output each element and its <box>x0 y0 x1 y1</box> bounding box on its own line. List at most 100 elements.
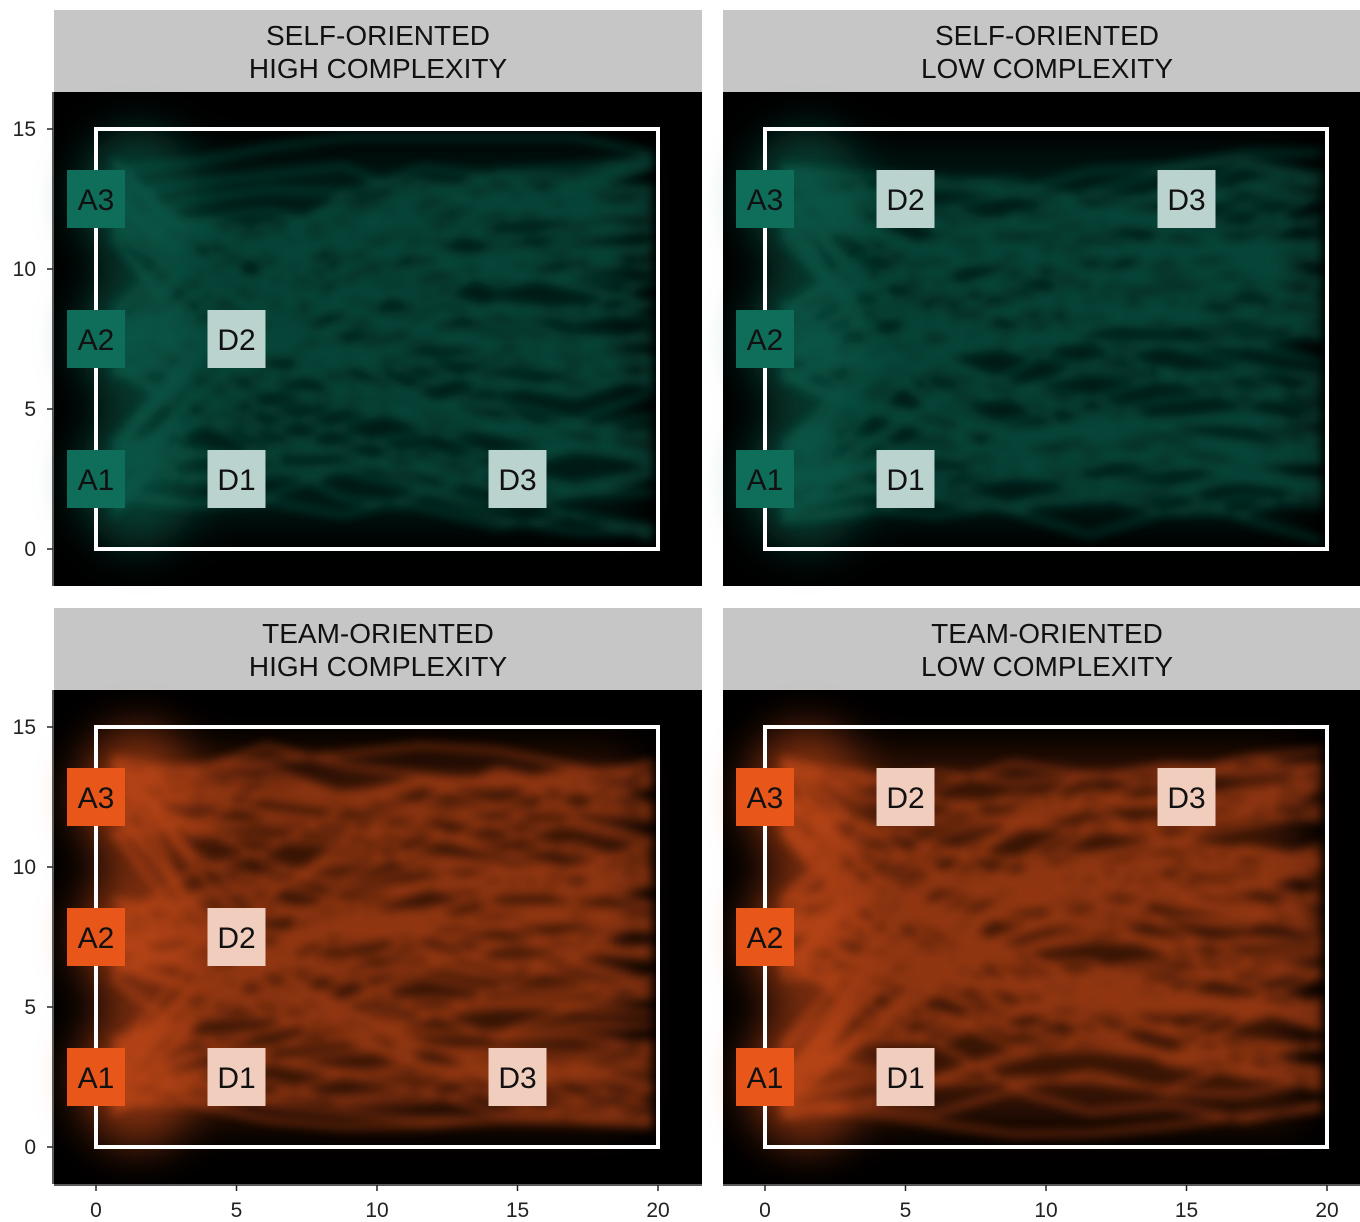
marker-tint <box>876 170 935 228</box>
y-tick-label: 10 <box>13 258 36 281</box>
y-tick-label: 10 <box>13 856 36 879</box>
marker-box <box>876 1048 935 1106</box>
x-tick-label: 0 <box>90 1199 102 1222</box>
strip-background <box>723 10 1360 92</box>
marker-label: D3 <box>1167 782 1205 815</box>
marker-box <box>488 1048 547 1106</box>
zone-marker-d2: D2 <box>876 170 935 228</box>
trajectory-line <box>780 224 1322 456</box>
trajectory-line <box>111 174 654 307</box>
strip-label-line-2: HIGH COMPLEXITY <box>249 651 508 682</box>
y-tick-label: 5 <box>24 996 36 1019</box>
marker-box <box>67 450 125 508</box>
trajectory-line <box>112 1060 653 1123</box>
trajectory-line <box>112 818 654 919</box>
zone-marker-a1: A1 <box>736 1048 794 1106</box>
zone-marker-a2: A2 <box>736 908 794 966</box>
strip-label-line-1: TEAM-ORIENTED <box>262 618 494 649</box>
marker-label: A1 <box>747 1062 784 1095</box>
trajectory-line <box>112 327 654 364</box>
trajectory-line <box>112 213 653 258</box>
marker-tint <box>207 908 266 966</box>
facet-self-low: SELF-ORIENTED LOW COMPLEXITY A1 A2 A3 D1 D2 D… <box>723 10 1360 586</box>
marker-label: D2 <box>217 324 255 357</box>
marker-label: A2 <box>78 922 115 955</box>
x-tick-label: 5 <box>900 1199 912 1222</box>
trajectory-line <box>112 462 653 494</box>
trajectory-line <box>112 803 654 874</box>
trajectory-line <box>111 871 653 1076</box>
y-tick-label: 0 <box>24 1136 36 1159</box>
x-tick-label: 15 <box>1175 1199 1198 1222</box>
trajectory-line <box>111 1063 653 1121</box>
zone-marker-d3: D3 <box>488 1048 547 1106</box>
trajectory-line <box>111 765 653 858</box>
trajectory-line <box>110 164 654 509</box>
marker-box <box>736 908 794 966</box>
trajectory-line <box>780 747 1322 908</box>
trajectory-line <box>112 907 653 951</box>
marker-label: D3 <box>498 1062 536 1095</box>
trajectory-line <box>110 759 653 998</box>
trajectory-line <box>111 897 653 1015</box>
zone-marker-d3: D3 <box>488 450 547 508</box>
trajectory-line <box>781 428 1322 482</box>
marker-label: A1 <box>78 1062 115 1095</box>
trajectory-lines <box>779 150 1323 544</box>
trajectory-line <box>781 158 1322 223</box>
zone-marker-d2: D2 <box>207 908 266 966</box>
marker-label: D2 <box>217 922 255 955</box>
x-axis-right: 0 5 10 15 20 <box>723 1184 1360 1222</box>
trajectory-line <box>110 235 653 458</box>
trajectory-line <box>112 320 653 462</box>
marker-tint <box>876 450 935 508</box>
marker-label: D1 <box>886 1062 924 1095</box>
marker-box <box>67 768 125 826</box>
trajectory-line <box>781 315 1322 349</box>
trajectory-line <box>112 1100 653 1129</box>
trajectory-line <box>112 919 653 983</box>
zone-marker-d2: D2 <box>876 768 935 826</box>
marker-box <box>876 450 935 508</box>
strip-label-line-1: SELF-ORIENTED <box>266 20 490 51</box>
marker-tint <box>876 1048 935 1106</box>
trajectory-line <box>111 935 653 1038</box>
trajectory-line <box>780 374 1323 523</box>
trajectory-line <box>781 335 1323 417</box>
y-axis-bottom: 0 5 10 15 <box>13 690 54 1184</box>
trajectory-line <box>112 1049 653 1106</box>
trajectory-line <box>780 775 1322 968</box>
trajectory-line <box>779 797 1322 1078</box>
marker-box <box>67 310 125 368</box>
trajectory-line <box>780 277 1322 472</box>
trajectory-line <box>780 164 1322 234</box>
zone-marker-a2: A2 <box>736 310 794 368</box>
marker-label: A3 <box>78 782 115 815</box>
marker-label: D3 <box>1167 184 1205 217</box>
zone-marker-a3: A3 <box>67 170 125 228</box>
facet-team-high: TEAM-ORIENTED HIGH COMPLEXITY A1 A2 A3 D1 D2… <box>54 608 702 1184</box>
trajectory-line <box>112 445 653 506</box>
marker-label: D1 <box>217 1062 255 1095</box>
marker-label: D3 <box>498 464 536 497</box>
marker-label: A2 <box>78 324 115 357</box>
marker-label: A3 <box>78 184 115 217</box>
marker-label: A2 <box>747 324 784 357</box>
trajectory-line <box>111 783 653 930</box>
y-tick-label: 0 <box>24 538 36 561</box>
marker-tint <box>1157 170 1216 228</box>
marker-box <box>736 310 794 368</box>
x-tick-label: 20 <box>1315 1199 1338 1222</box>
marker-box <box>876 170 935 228</box>
x-tick-label: 15 <box>506 1199 529 1222</box>
trajectory-line <box>112 942 653 964</box>
marker-box <box>736 450 794 508</box>
trajectory-line <box>112 437 654 541</box>
trajectory-line <box>780 776 1323 973</box>
x-tick-label: 10 <box>1034 1199 1057 1222</box>
trajectory-line <box>111 438 653 535</box>
y-axis-top: 0 5 10 15 <box>13 92 54 586</box>
marker-label: A1 <box>78 464 115 497</box>
marker-tint <box>876 768 935 826</box>
